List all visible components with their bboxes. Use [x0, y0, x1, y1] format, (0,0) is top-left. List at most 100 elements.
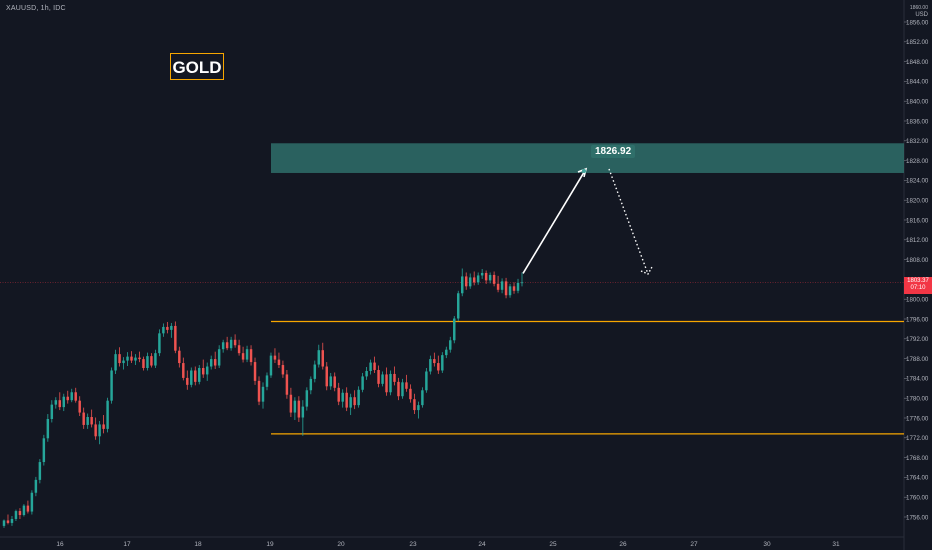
candle-body[interactable] — [142, 359, 145, 369]
candle-body[interactable] — [441, 355, 444, 371]
candle-body[interactable] — [381, 374, 384, 384]
candle-body[interactable] — [150, 356, 153, 366]
candle-body[interactable] — [122, 360, 125, 364]
candle-body[interactable] — [30, 492, 34, 512]
candle-body[interactable] — [504, 281, 508, 296]
candle-body[interactable] — [325, 366, 328, 387]
candle-body[interactable] — [114, 354, 117, 371]
candle-body[interactable] — [425, 371, 428, 391]
candle-body[interactable] — [110, 370, 113, 401]
candle-body[interactable] — [496, 283, 500, 290]
candle-body[interactable] — [74, 392, 77, 401]
candle-body[interactable] — [341, 392, 344, 402]
candle-body[interactable] — [453, 318, 456, 341]
candle-body[interactable] — [46, 418, 50, 439]
candle-body[interactable] — [361, 376, 364, 390]
candle-body[interactable] — [6, 520, 10, 523]
candle-body[interactable] — [102, 424, 105, 429]
candle-body[interactable] — [397, 381, 400, 397]
candle-body[interactable] — [353, 397, 356, 406]
candle-body[interactable] — [508, 286, 512, 296]
candle-body[interactable] — [58, 400, 62, 408]
candle-body[interactable] — [377, 369, 380, 384]
candle-body[interactable] — [118, 354, 121, 364]
candle-body[interactable] — [22, 505, 26, 516]
symbol-label[interactable]: XAUUSD, 1h, IDC — [6, 5, 66, 12]
candle-body[interactable] — [2, 520, 6, 526]
candle-body[interactable] — [237, 345, 241, 354]
candle-body[interactable] — [82, 412, 85, 425]
candle-body[interactable] — [26, 505, 30, 512]
candle-body[interactable] — [349, 397, 352, 408]
candle-body[interactable] — [516, 282, 520, 291]
candle-body[interactable] — [245, 349, 249, 360]
candle-body[interactable] — [66, 396, 69, 401]
candle-body[interactable] — [472, 277, 476, 283]
candle-body[interactable] — [10, 518, 14, 523]
candle-body[interactable] — [285, 374, 289, 395]
candle-body[interactable] — [393, 373, 396, 382]
candle-body[interactable] — [38, 462, 42, 480]
candle-body[interactable] — [480, 272, 484, 276]
candle-body[interactable] — [417, 405, 420, 411]
resistance-zone[interactable] — [271, 143, 904, 173]
candle-body[interactable] — [194, 370, 197, 382]
candle-body[interactable] — [333, 376, 336, 388]
candle-body[interactable] — [449, 340, 452, 350]
candle-body[interactable] — [484, 272, 488, 281]
candle-body[interactable] — [373, 362, 376, 370]
candle-body[interactable] — [257, 380, 261, 402]
candle-body[interactable] — [78, 400, 81, 413]
candle-body[interactable] — [385, 374, 388, 393]
candle-body[interactable] — [460, 276, 464, 294]
candle-body[interactable] — [409, 388, 412, 400]
candle-body[interactable] — [437, 363, 440, 371]
candle-body[interactable] — [429, 359, 432, 372]
candle-body[interactable] — [54, 400, 58, 405]
candle-body[interactable] — [209, 359, 213, 367]
candle-body[interactable] — [62, 396, 66, 408]
candle-body[interactable] — [317, 350, 321, 365]
candle-body[interactable] — [42, 438, 46, 463]
candle-body[interactable] — [313, 364, 317, 379]
candle-body[interactable] — [130, 356, 133, 361]
candle-body[interactable] — [269, 355, 273, 376]
candle-body[interactable] — [500, 281, 504, 290]
candle-body[interactable] — [229, 339, 233, 349]
candle-body[interactable] — [98, 424, 101, 437]
candle-body[interactable] — [158, 333, 161, 354]
candle-body[interactable] — [14, 511, 18, 519]
candle-body[interactable] — [138, 357, 141, 360]
candle-body[interactable] — [186, 377, 189, 385]
candle-body[interactable] — [293, 400, 297, 413]
candle-body[interactable] — [198, 368, 201, 382]
candle-body[interactable] — [86, 417, 89, 425]
candle-body[interactable] — [321, 350, 325, 367]
candle-body[interactable] — [166, 326, 169, 330]
candle-body[interactable] — [249, 349, 253, 363]
candle-body[interactable] — [492, 274, 496, 284]
candle-body[interactable] — [50, 404, 54, 419]
candle-body[interactable] — [281, 365, 285, 375]
candle-body[interactable] — [134, 357, 137, 361]
candle-body[interactable] — [273, 355, 277, 360]
candle-body[interactable] — [174, 325, 177, 351]
candle-body[interactable] — [201, 368, 205, 375]
candle-body[interactable] — [253, 362, 257, 381]
candle-body[interactable] — [301, 406, 305, 418]
candle-body[interactable] — [170, 325, 173, 330]
candle-body[interactable] — [182, 363, 185, 378]
candle-body[interactable] — [289, 394, 293, 413]
candle-body[interactable] — [401, 382, 404, 397]
candle-body[interactable] — [488, 274, 492, 281]
candle-body[interactable] — [445, 349, 448, 356]
candle-body[interactable] — [468, 277, 472, 287]
candle-body[interactable] — [405, 382, 408, 389]
candle-body[interactable] — [464, 276, 468, 287]
candle-body[interactable] — [309, 378, 313, 391]
candle-body[interactable] — [18, 511, 22, 516]
candle-body[interactable] — [421, 390, 424, 406]
candle-body[interactable] — [512, 286, 516, 291]
candle-body[interactable] — [261, 386, 265, 402]
candle-body[interactable] — [337, 387, 340, 402]
